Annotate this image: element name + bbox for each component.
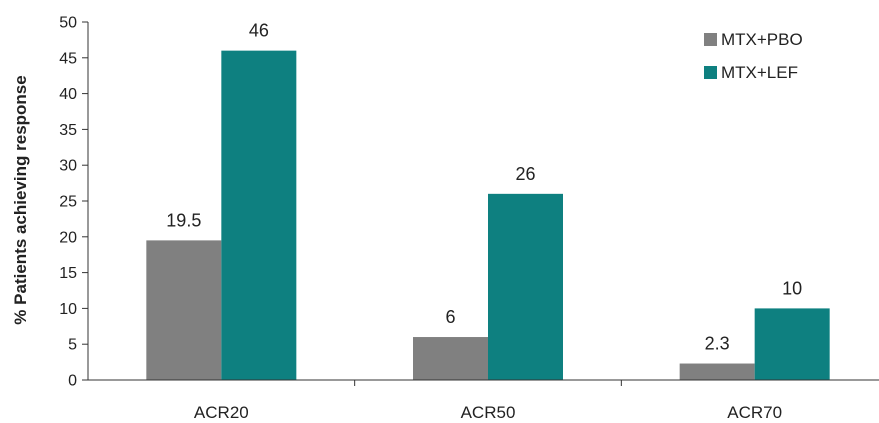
bar bbox=[754, 308, 830, 380]
bar bbox=[221, 50, 297, 380]
legend: MTX+PBO MTX+LEF bbox=[704, 30, 803, 82]
x-axis: ACR20 ACR50 ACR70 bbox=[88, 379, 879, 422]
data-label: 46 bbox=[249, 21, 269, 41]
legend-label: MTX+PBO bbox=[721, 30, 803, 49]
bar bbox=[679, 363, 755, 380]
legend-label: MTX+LEF bbox=[721, 63, 798, 82]
x-category-label: ACR50 bbox=[461, 403, 516, 422]
bar bbox=[488, 193, 563, 380]
bar bbox=[146, 240, 222, 380]
y-tick-label: 45 bbox=[59, 50, 77, 67]
y-tick-label: 40 bbox=[59, 86, 77, 103]
y-axis-title: % Patients achieving response bbox=[11, 75, 30, 324]
y-tick-label: 10 bbox=[59, 301, 77, 318]
legend-swatch bbox=[704, 33, 717, 46]
y-tick-label: 0 bbox=[68, 373, 77, 390]
y-tick-label: 5 bbox=[68, 337, 77, 354]
y-tick-label: 20 bbox=[59, 229, 77, 246]
y-tick-label: 15 bbox=[59, 265, 77, 282]
data-label: 2.3 bbox=[705, 334, 730, 354]
data-label: 26 bbox=[515, 164, 535, 184]
legend-swatch bbox=[704, 66, 717, 79]
x-category-label: ACR20 bbox=[194, 403, 249, 422]
data-label: 19.5 bbox=[166, 210, 201, 230]
x-category-label: ACR70 bbox=[727, 403, 782, 422]
y-tick-label: 50 bbox=[59, 15, 77, 32]
y-tick-label: 25 bbox=[59, 194, 77, 211]
y-axis: 0 5 10 15 20 25 30 35 40 45 50 bbox=[59, 15, 89, 390]
data-label: 10 bbox=[782, 278, 802, 298]
data-label: 6 bbox=[445, 307, 455, 327]
y-tick-label: 30 bbox=[59, 158, 77, 175]
data-labels-group: 19.5 6 2.3 46 26 10 bbox=[166, 21, 802, 354]
y-tick-label: 35 bbox=[59, 122, 77, 139]
bar bbox=[413, 337, 488, 380]
bars-group bbox=[146, 50, 830, 380]
